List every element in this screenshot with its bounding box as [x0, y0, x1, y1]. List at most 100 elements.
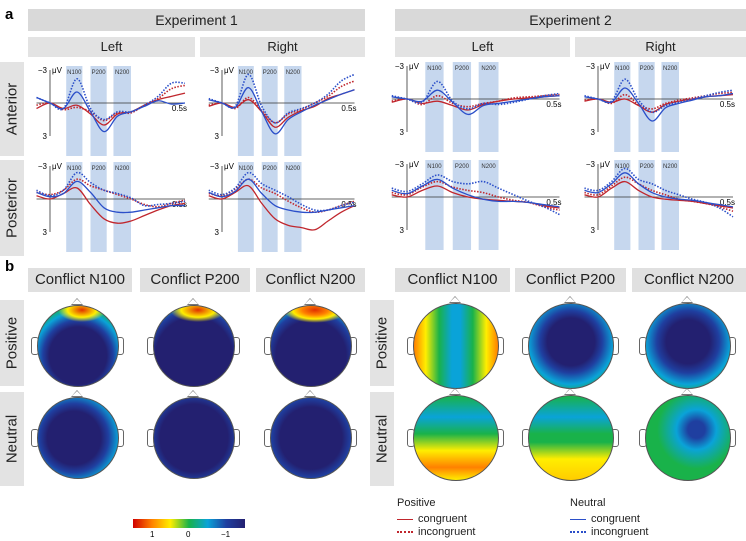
nose-icon: [304, 390, 316, 397]
y-tick-top: −3: [38, 66, 48, 75]
window-band-p200: [261, 162, 278, 252]
legend-positive-incongruent: incongruent: [397, 526, 476, 538]
erp-panel-experiment2-left-anterior: N100 P200 N200 −3 μV 3 0.5s: [391, 62, 562, 152]
series-neutral-congruent: [36, 91, 186, 133]
header-exp1-right: Right: [200, 37, 365, 57]
y-tick-bottom: 3: [43, 132, 48, 141]
window-band-n200: [661, 62, 679, 152]
legend-neutral-incongruent: incongruent: [570, 526, 649, 538]
window-band-n200: [478, 160, 499, 250]
window-label: N100: [427, 164, 442, 170]
legend-text: congruent: [418, 513, 467, 525]
series-neutral-congruent: [584, 87, 734, 122]
series-neutral-incongruent: [391, 80, 560, 110]
window-label: N200: [286, 70, 301, 76]
series-positive-incongruent: [208, 80, 355, 124]
row-label-anterior: Anterior: [0, 62, 24, 156]
nose-icon: [564, 388, 576, 395]
y-tick-top: −3: [395, 62, 405, 71]
erp-panel-experiment2-right-posterior: N100 P200 N200 −3 μV 3 0.5s: [584, 160, 735, 250]
series-positive-congruent: [208, 184, 355, 231]
header-experiment-1: Experiment 1: [28, 9, 365, 31]
y-tick-bottom: 3: [215, 132, 220, 141]
head-map: [270, 397, 352, 479]
window-label: N100: [615, 164, 630, 170]
window-label: P200: [455, 66, 470, 72]
nose-icon: [681, 296, 693, 303]
y-unit: μV: [600, 160, 611, 169]
series-neutral-congruent: [391, 89, 560, 116]
window-label: P200: [92, 70, 107, 76]
series-neutral-congruent: [36, 180, 186, 214]
legend-positive-congruent: congruent: [397, 513, 467, 525]
y-tick-top: −3: [38, 162, 48, 171]
y-tick-top: −3: [395, 160, 405, 169]
header-exp2-left: Left: [395, 37, 570, 57]
head-map: [528, 395, 614, 481]
window-band-n200: [113, 162, 131, 252]
head-map: [37, 397, 119, 479]
x-tick-end: 0.5s: [546, 100, 561, 109]
row-label-neutral: Neutral: [0, 392, 24, 486]
y-tick-top: −3: [586, 160, 596, 169]
y-tick-top: −3: [210, 162, 220, 171]
y-unit: μV: [600, 62, 611, 71]
window-label: N200: [663, 164, 678, 170]
window-label: N100: [67, 70, 82, 76]
window-label: N200: [115, 70, 130, 76]
topo-title-exp1-p200: Conflict P200: [140, 268, 250, 292]
window-band-n200: [478, 62, 499, 152]
nose-icon: [304, 298, 316, 305]
window-label: N200: [481, 66, 496, 72]
header-exp2-right: Right: [575, 37, 746, 57]
window-label: P200: [640, 164, 655, 170]
colorbar: [133, 519, 245, 528]
legend-neutral-congruent: congruent: [570, 513, 640, 525]
series-neutral-incongruent: [208, 171, 355, 212]
head-map: [270, 305, 352, 387]
y-unit: μV: [52, 66, 63, 75]
header-exp1-left: Left: [28, 37, 195, 57]
topo-title-exp1-n100: Conflict N100: [28, 268, 132, 292]
panel-label-b: b: [5, 258, 15, 275]
window-label: N200: [663, 66, 678, 72]
legend-positive-title: Positive: [397, 497, 436, 509]
series-neutral-incongruent: [584, 78, 734, 114]
window-band-n200: [661, 160, 679, 250]
x-tick-end: 0.5s: [546, 198, 561, 207]
nose-icon: [71, 390, 83, 397]
window-band-p200: [452, 160, 472, 250]
row-label-neutral-exp2: Neutral: [370, 392, 394, 486]
nose-icon: [449, 388, 461, 395]
row-label-positive-text: Positive: [373, 316, 391, 370]
y-tick-top: −3: [210, 66, 220, 75]
erp-panel-experiment2-right-anterior: N100 P200 N200 −3 μV 3 0.5s: [584, 62, 735, 152]
row-label-positive-text: Positive: [3, 316, 21, 370]
window-band-n100: [425, 160, 444, 250]
head-map: [528, 303, 614, 389]
erp-panel-experiment1-right-anterior: N100 P200 N200 −3 μV 3 0.5s: [208, 66, 357, 156]
colorbar-tick-minus1: −1: [221, 530, 231, 539]
series-neutral-incongruent: [584, 167, 734, 218]
series-neutral-incongruent: [36, 171, 186, 207]
legend-line-solid-blue: [570, 518, 586, 520]
window-band-n100: [614, 62, 631, 152]
series-neutral-congruent: [584, 172, 734, 208]
x-tick-end: 0.5s: [720, 198, 735, 207]
legend-line-solid-red: [397, 518, 413, 520]
window-label: N100: [67, 166, 82, 172]
series-positive-incongruent: [36, 178, 186, 208]
legend-text: incongruent: [591, 526, 649, 538]
row-label-neutral-text: Neutral: [3, 414, 21, 464]
window-band-n100: [66, 162, 83, 252]
erp-panel-experiment1-right-posterior: N100 P200 N200 −3 μV 3 0.5s: [208, 162, 357, 252]
series-positive-incongruent: [391, 93, 560, 108]
y-unit: μV: [52, 162, 63, 171]
series-neutral-congruent: [391, 178, 560, 208]
head-map: [153, 397, 235, 479]
legend-line-dotted-red: [397, 531, 413, 534]
series-positive-incongruent: [584, 176, 734, 213]
y-unit: μV: [224, 162, 235, 171]
